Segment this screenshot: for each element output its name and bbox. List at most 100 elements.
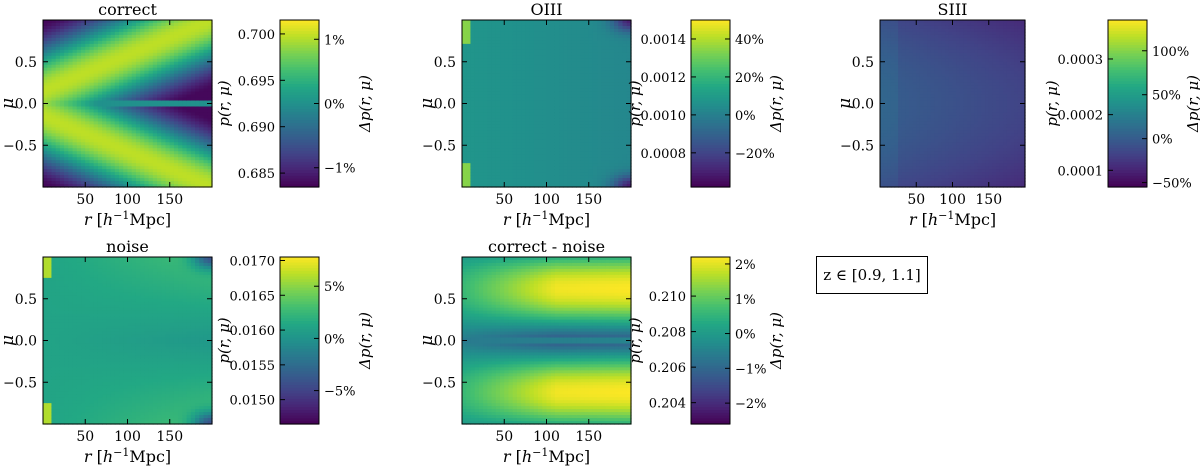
heatmap-cell <box>516 91 522 96</box>
heatmap-cell <box>97 100 103 105</box>
heatmap-cell <box>85 109 91 114</box>
heatmap-cell <box>127 34 133 39</box>
heatmap-cell <box>161 151 167 155</box>
heatmap-cell <box>144 145 150 149</box>
colorbar-segment <box>280 39 319 43</box>
heatmap-cell <box>68 79 74 84</box>
heatmap-cell <box>144 142 150 146</box>
heatmap-cell <box>483 100 488 105</box>
colorbar-segment <box>280 125 319 130</box>
heatmap-cell <box>186 163 192 167</box>
heatmap-cell <box>140 52 145 57</box>
heatmap-cell <box>199 121 205 125</box>
heatmap-cell <box>114 94 120 99</box>
heatmap-cell <box>466 40 472 45</box>
heatmap-cell <box>199 97 205 102</box>
heatmap-cell <box>102 163 107 167</box>
heatmap-cell <box>207 76 213 81</box>
heatmap-cell <box>525 109 531 114</box>
heatmap-cell <box>500 85 505 90</box>
heatmap-cell <box>85 22 91 27</box>
heatmap-cell <box>72 43 78 48</box>
heatmap-cell <box>516 49 522 54</box>
heatmap-cell <box>119 118 124 122</box>
heatmap-cell <box>186 52 192 57</box>
heatmap-cell <box>110 64 116 69</box>
heatmap-cell <box>474 175 480 179</box>
heatmap-cell <box>123 79 129 84</box>
heatmap-cell <box>135 58 141 63</box>
heatmap-cell <box>85 157 91 161</box>
heatmap-cell <box>186 61 192 66</box>
heatmap-cell <box>102 43 107 48</box>
heatmap-cell <box>97 145 103 149</box>
heatmap-cell <box>474 97 480 102</box>
heatmap-cell <box>135 67 141 72</box>
heatmap-cell <box>43 58 48 63</box>
heatmap-cell <box>55 103 61 108</box>
heatmap-cell <box>131 181 137 185</box>
heatmap-cell <box>516 88 522 93</box>
heatmap-cell <box>190 97 196 102</box>
heatmap-cell <box>529 52 535 57</box>
heatmap-cell <box>97 97 103 102</box>
heatmap-cell <box>203 76 209 81</box>
heatmap-cell <box>123 169 129 173</box>
heatmap-cell <box>516 82 522 87</box>
heatmap-cell <box>182 139 188 143</box>
heatmap-cell <box>144 58 150 63</box>
heatmap-cell <box>161 154 167 158</box>
heatmap-cell <box>508 148 514 152</box>
heatmap-cell <box>68 127 74 131</box>
heatmap-cell <box>144 55 150 60</box>
heatmap-cell <box>89 112 95 117</box>
heatmap-cell <box>127 178 133 182</box>
heatmap-cell <box>110 73 116 78</box>
heatmap-cell <box>127 70 133 75</box>
heatmap-cell <box>470 46 476 51</box>
heatmap-cell <box>43 127 48 131</box>
heatmap-cell <box>148 118 154 122</box>
heatmap-cell <box>500 163 505 167</box>
heatmap-cell <box>110 172 116 176</box>
heatmap-cell <box>140 163 145 167</box>
heatmap-cell <box>51 139 57 143</box>
heatmap-cell <box>483 106 488 111</box>
heatmap-cell <box>462 115 467 120</box>
heatmap-cell <box>504 94 510 99</box>
heatmap-cell <box>59 127 65 131</box>
heatmap-cell <box>203 70 209 75</box>
heatmap-cell <box>466 20 472 24</box>
heatmap-cell <box>207 142 213 146</box>
heatmap-cell <box>106 136 112 140</box>
heatmap-cell <box>529 181 535 185</box>
heatmap-cell <box>68 154 74 158</box>
heatmap-cell <box>487 61 493 66</box>
heatmap-cell <box>59 22 65 27</box>
heatmap-cell <box>43 142 48 146</box>
heatmap-cell <box>190 127 196 131</box>
heatmap-cell <box>85 124 91 128</box>
heatmap-cell <box>148 115 154 120</box>
heatmap-cell <box>64 31 69 36</box>
heatmap-cell <box>68 112 74 117</box>
heatmap-cell <box>68 97 74 102</box>
heatmap-cell <box>529 94 535 99</box>
colorbar-segment <box>280 181 319 185</box>
heatmap-cell <box>43 73 48 78</box>
heatmap-cell <box>173 157 179 161</box>
heatmap-cell <box>47 169 53 173</box>
heatmap-cell <box>55 34 61 39</box>
heatmap-cell <box>516 151 522 155</box>
heatmap-cell <box>152 52 158 57</box>
heatmap-cell <box>148 136 154 140</box>
heatmap-cell <box>182 97 188 102</box>
heatmap-cell <box>148 58 154 63</box>
heatmap-cell <box>64 145 69 149</box>
heatmap-cell <box>114 73 120 78</box>
heatmap-cell <box>144 67 150 72</box>
heatmap-cell <box>123 55 129 60</box>
heatmap-cell <box>106 28 112 33</box>
heatmap-cell <box>114 127 120 131</box>
colorbar-segment <box>280 70 319 74</box>
